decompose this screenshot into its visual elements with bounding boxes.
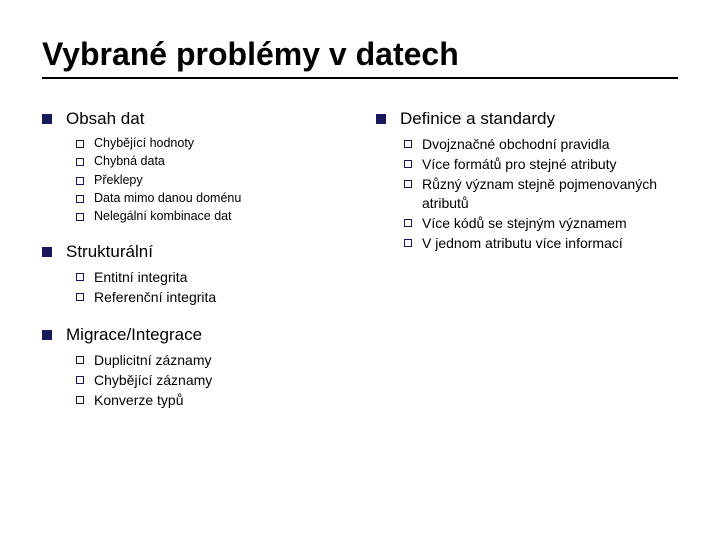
list-item: Data mimo danou doménu	[76, 190, 344, 206]
list-item: Referenční integrita	[76, 288, 344, 306]
heading-text: Migrace/Integrace	[66, 325, 202, 345]
section-heading: Strukturální	[42, 242, 344, 262]
section-heading: Definice a standardy	[376, 109, 678, 129]
list-item: Chybějící hodnoty	[76, 135, 344, 151]
section-heading: Migrace/Integrace	[42, 325, 344, 345]
item-text: Konverze typů	[94, 391, 184, 409]
list-item: Více kódů se stejným významem	[404, 214, 678, 232]
list-item: Entitní integrita	[76, 268, 344, 286]
item-text: Různý význam stejně pojmenovaných atribu…	[422, 175, 678, 211]
slide-title: Vybrané problémy v datech	[42, 36, 678, 73]
hollow-square-icon	[76, 140, 84, 148]
hollow-square-icon	[76, 213, 84, 221]
item-text: Duplicitní záznamy	[94, 351, 212, 369]
heading-text: Strukturální	[66, 242, 153, 262]
list-item: Různý význam stejně pojmenovaných atribu…	[404, 175, 678, 211]
item-text: Referenční integrita	[94, 288, 216, 306]
square-bullet-icon	[42, 247, 52, 257]
hollow-square-icon	[76, 293, 84, 301]
item-text: V jednom atributu více informací	[422, 234, 623, 252]
list-item: Nelegální kombinace dat	[76, 208, 344, 224]
content-columns: Obsah dat Chybějící hodnoty Chybná data …	[42, 99, 678, 411]
hollow-square-icon	[404, 219, 412, 227]
heading-text: Definice a standardy	[400, 109, 555, 129]
square-bullet-icon	[42, 114, 52, 124]
heading-text: Obsah dat	[66, 109, 144, 129]
item-text: Chybějící hodnoty	[94, 135, 194, 151]
hollow-square-icon	[404, 239, 412, 247]
hollow-square-icon	[76, 273, 84, 281]
item-text: Dvojznačné obchodní pravidla	[422, 135, 610, 153]
slide: Vybrané problémy v datech Obsah dat Chyb…	[0, 0, 720, 540]
hollow-square-icon	[404, 180, 412, 188]
list-item: Dvojznačné obchodní pravidla	[404, 135, 678, 153]
item-text: Nelegální kombinace dat	[94, 208, 232, 224]
square-bullet-icon	[42, 330, 52, 340]
item-text: Chybějící záznamy	[94, 371, 212, 389]
hollow-square-icon	[76, 356, 84, 364]
list-item: V jednom atributu více informací	[404, 234, 678, 252]
hollow-square-icon	[76, 195, 84, 203]
list-item: Duplicitní záznamy	[76, 351, 344, 369]
section-heading: Obsah dat	[42, 109, 344, 129]
hollow-square-icon	[76, 177, 84, 185]
hollow-square-icon	[76, 396, 84, 404]
hollow-square-icon	[404, 140, 412, 148]
square-bullet-icon	[376, 114, 386, 124]
item-text: Více formátů pro stejné atributy	[422, 155, 617, 173]
item-text: Data mimo danou doménu	[94, 190, 241, 206]
item-text: Entitní integrita	[94, 268, 187, 286]
hollow-square-icon	[76, 376, 84, 384]
hollow-square-icon	[404, 160, 412, 168]
list-item: Chybná data	[76, 153, 344, 169]
list-item: Překlepy	[76, 172, 344, 188]
title-underline	[42, 77, 678, 79]
hollow-square-icon	[76, 158, 84, 166]
item-text: Chybná data	[94, 153, 165, 169]
left-column: Obsah dat Chybějící hodnoty Chybná data …	[42, 99, 344, 411]
item-text: Překlepy	[94, 172, 143, 188]
list-item: Více formátů pro stejné atributy	[404, 155, 678, 173]
right-column: Definice a standardy Dvojznačné obchodní…	[376, 99, 678, 411]
list-item: Konverze typů	[76, 391, 344, 409]
list-item: Chybějící záznamy	[76, 371, 344, 389]
item-text: Více kódů se stejným významem	[422, 214, 627, 232]
